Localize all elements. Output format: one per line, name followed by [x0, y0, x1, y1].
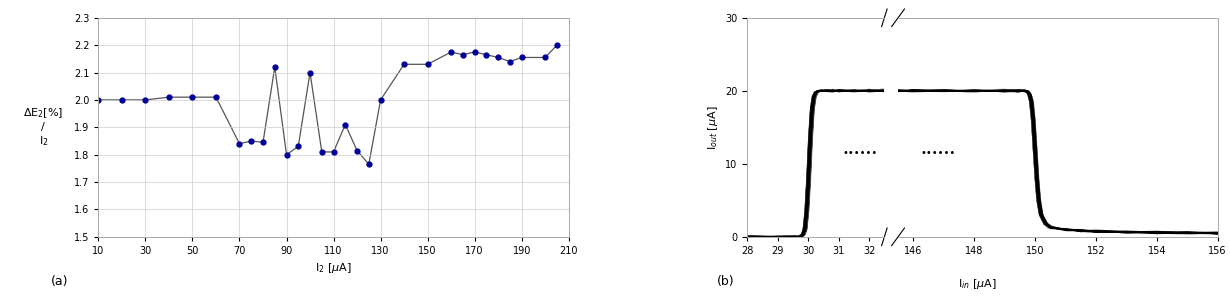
Text: ••••••: •••••• [843, 148, 878, 158]
Text: I$_{in}$ [$\mu$A]: I$_{in}$ [$\mu$A] [958, 277, 998, 291]
Text: (a): (a) [52, 275, 69, 288]
Text: ••••••: •••••• [920, 148, 956, 158]
X-axis label: I$_2$ [$\mu$A]: I$_2$ [$\mu$A] [315, 261, 352, 275]
Text: (b): (b) [717, 275, 734, 288]
Y-axis label: $\Delta$E$_2$[%]
/
I$_2$: $\Delta$E$_2$[%] / I$_2$ [23, 107, 64, 148]
Y-axis label: I$_{out}$ [$\mu$A]: I$_{out}$ [$\mu$A] [706, 105, 720, 149]
